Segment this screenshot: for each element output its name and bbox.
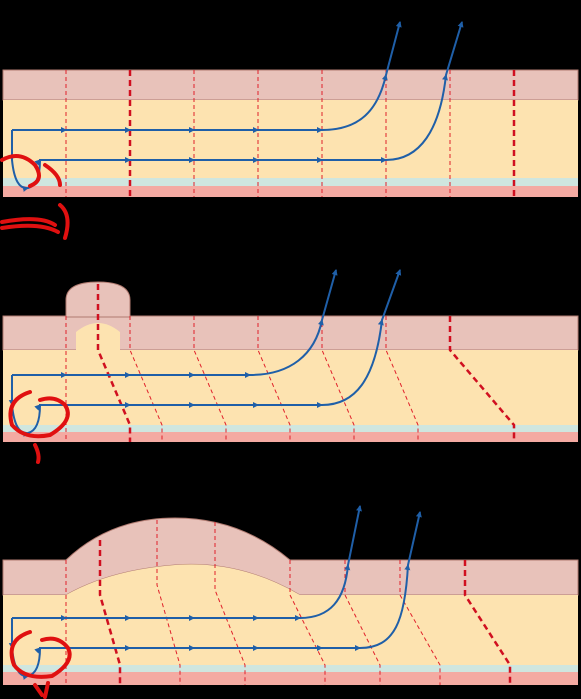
panel-2 [2, 269, 579, 464]
panel-3 [2, 505, 579, 699]
panel-1 [0, 21, 579, 240]
